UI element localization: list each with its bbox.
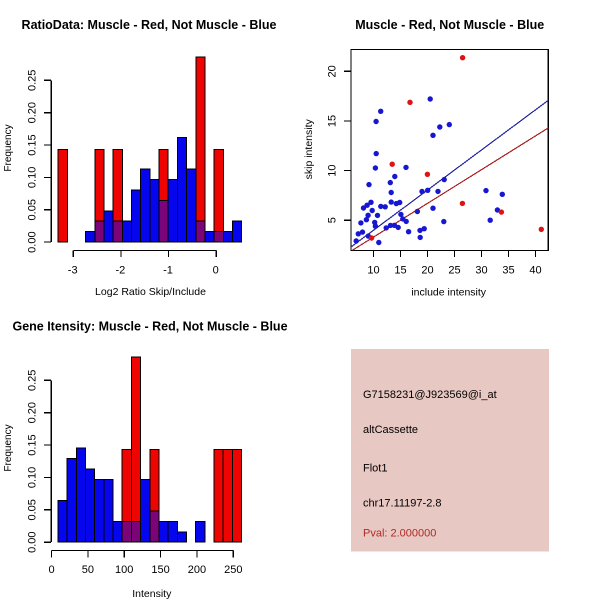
svg-text:50: 50 <box>82 564 94 576</box>
svg-text:-2: -2 <box>115 264 125 276</box>
svg-text:G7158231@J923569@i_at: G7158231@J923569@i_at <box>363 389 497 401</box>
svg-text:Log2 Ratio Skip/Include: Log2 Ratio Skip/Include <box>95 286 206 298</box>
svg-text:Flot1: Flot1 <box>363 462 387 474</box>
svg-text:0.15: 0.15 <box>27 434 39 455</box>
svg-text:40: 40 <box>529 264 541 276</box>
svg-text:RatioData: Muscle - Red, Not M: RatioData: Muscle - Red, Not Muscle - Bl… <box>22 18 277 32</box>
svg-text:include intensity: include intensity <box>411 287 486 299</box>
svg-text:0: 0 <box>213 264 219 276</box>
svg-text:Frequency: Frequency <box>3 424 14 471</box>
svg-text:0.20: 0.20 <box>27 402 39 423</box>
svg-text:15: 15 <box>394 264 406 276</box>
svg-text:250: 250 <box>224 564 242 576</box>
svg-text:-3: -3 <box>68 264 78 276</box>
svg-text:0: 0 <box>48 564 54 576</box>
svg-text:0.05: 0.05 <box>27 499 39 520</box>
svg-text:Intensity: Intensity <box>132 588 172 600</box>
svg-text:20: 20 <box>327 65 339 77</box>
svg-text:0.10: 0.10 <box>27 167 39 188</box>
svg-text:0.25: 0.25 <box>27 70 39 91</box>
svg-text:0.00: 0.00 <box>27 531 39 552</box>
svg-text:Frequency: Frequency <box>3 124 14 171</box>
svg-text:0.25: 0.25 <box>27 370 39 391</box>
svg-text:150: 150 <box>151 564 169 576</box>
svg-text:30: 30 <box>475 264 487 276</box>
svg-text:35: 35 <box>502 264 514 276</box>
svg-text:0.05: 0.05 <box>27 199 39 220</box>
svg-text:5: 5 <box>327 217 339 223</box>
svg-text:0.10: 0.10 <box>27 467 39 488</box>
svg-text:0.20: 0.20 <box>27 102 39 123</box>
svg-text:15: 15 <box>327 115 339 127</box>
svg-text:Gene Itensity: Muscle - Red, N: Gene Itensity: Muscle - Red, Not Muscle … <box>12 320 287 334</box>
svg-text:10: 10 <box>367 264 379 276</box>
svg-text:Pval: 2.000000: Pval: 2.000000 <box>363 528 436 540</box>
svg-text:0.15: 0.15 <box>27 134 39 155</box>
svg-text:10: 10 <box>327 164 339 176</box>
svg-text:20: 20 <box>421 264 433 276</box>
svg-text:skip intensity: skip intensity <box>303 118 315 179</box>
svg-text:25: 25 <box>448 264 460 276</box>
svg-text:0.00: 0.00 <box>27 231 39 252</box>
svg-text:-1: -1 <box>163 264 173 276</box>
svg-text:altCassette: altCassette <box>363 424 418 436</box>
svg-text:200: 200 <box>188 564 206 576</box>
svg-text:Muscle - Red, Not Muscle - Blu: Muscle - Red, Not Muscle - Blue <box>355 18 544 32</box>
svg-text:chr17.11197-2.8: chr17.11197-2.8 <box>363 498 441 510</box>
svg-text:100: 100 <box>115 564 133 576</box>
